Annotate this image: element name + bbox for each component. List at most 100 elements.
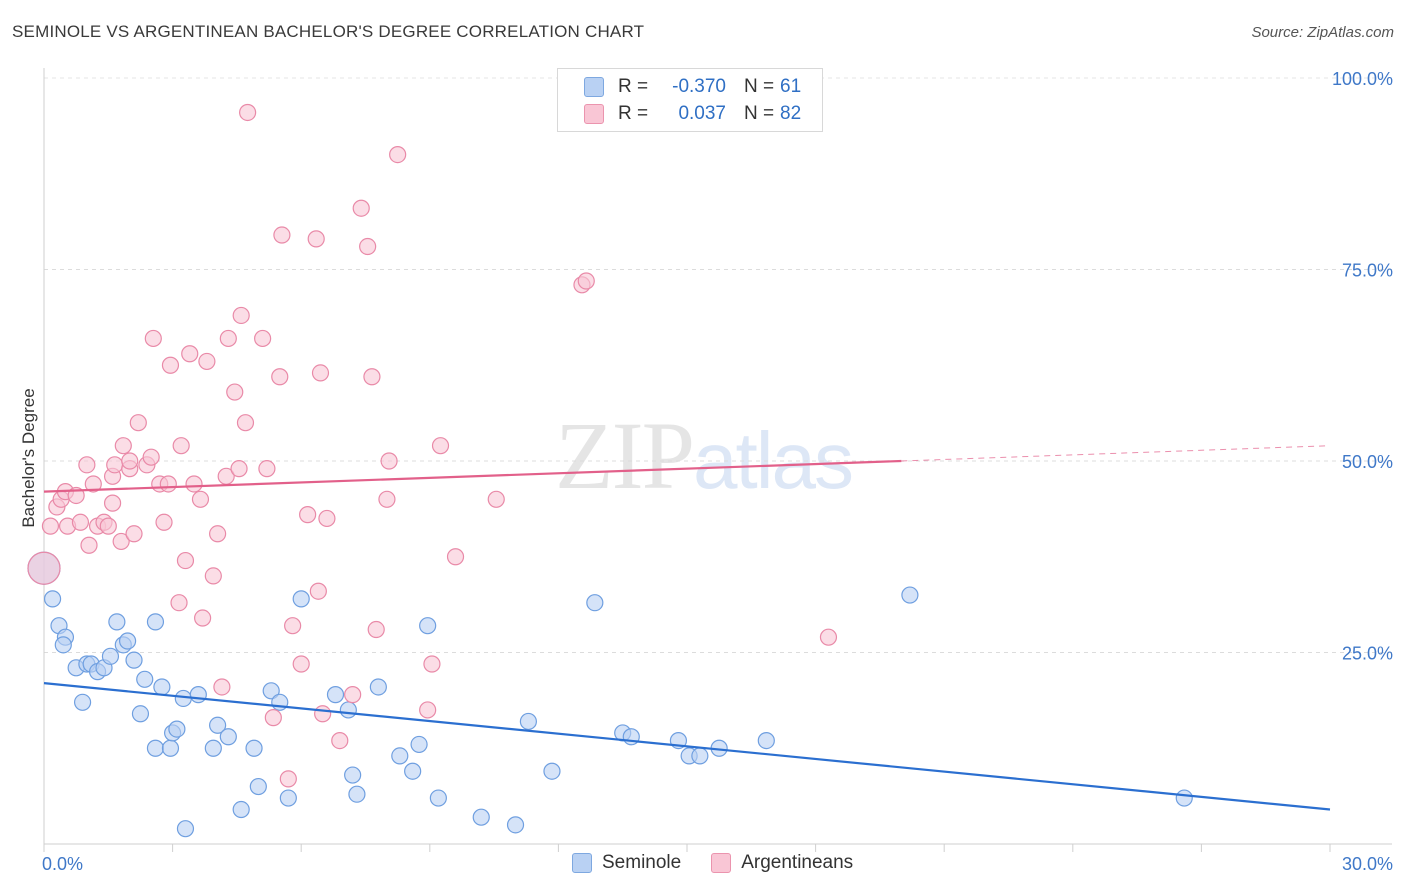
scatter-point-seminole: [691, 747, 709, 765]
scatter-point-argentineans: [446, 548, 465, 566]
legend-swatch-argentineans: [584, 104, 604, 124]
scatter-point-seminole: [245, 739, 263, 757]
scatter-point-seminole: [249, 777, 267, 796]
axis-labels: 25.0% 50.0% 75.0% 100.0% 0.0% 30.0% Bachelor's…: [19, 69, 1393, 874]
scatter-point-argentineans: [103, 494, 122, 512]
chart-source: Source: ZipAtlas.com: [1251, 24, 1394, 41]
scatter-point-argentineans: [213, 678, 231, 696]
scatter-point-seminole: [369, 678, 387, 696]
scatter-point-seminole: [543, 762, 561, 780]
scatter-point-argentineans: [378, 490, 396, 508]
scatter-point-seminole: [161, 739, 180, 757]
scatter-point-argentineans: [106, 456, 124, 474]
scatter-point-seminole: [410, 735, 428, 754]
scatter-point-seminole: [73, 693, 92, 711]
series-legend-argentineans[interactable]: Argentineans: [711, 852, 853, 874]
scatter-point-argentineans: [311, 364, 330, 382]
scatter-point-seminole: [586, 594, 604, 612]
scatter-point-seminole: [125, 651, 143, 669]
scatter-point-seminole: [101, 647, 120, 665]
watermark-zip: ZIP: [555, 402, 695, 509]
scatter-point-argentineans: [230, 460, 248, 478]
scatter-point-seminole: [146, 739, 165, 757]
scatter-point-seminole: [189, 686, 207, 704]
scatter-point-seminole: [232, 800, 250, 819]
scatter-point-seminole: [168, 720, 186, 738]
chart-title: SEMINOLE VS ARGENTINEAN BACHELOR'S DEGRE…: [12, 22, 645, 41]
scatter-point-argentineans: [239, 103, 257, 122]
grid-lines: [44, 77, 1392, 653]
scatter-point-argentineans: [264, 709, 282, 727]
trend-line-argentineans: [43, 459, 902, 493]
scatter-point-argentineans: [84, 475, 102, 493]
scatter-point-argentineans: [359, 237, 377, 256]
scatter-point-seminole: [153, 678, 171, 696]
scatter-point-argentineans: [121, 452, 139, 470]
series-swatch-argentineans: [711, 853, 732, 873]
legend-n-label: N =: [744, 103, 775, 124]
scatter-point-seminole: [43, 590, 62, 608]
scatter-point-argentineans: [170, 594, 188, 612]
scatter-point-argentineans: [155, 513, 173, 531]
scatter-point-argentineans: [99, 517, 117, 535]
scatter-point-argentineans: [279, 770, 297, 788]
scatter-point-argentineans: [226, 383, 244, 401]
scatter-point-argentineans: [204, 567, 222, 585]
x-tick-label-min: 0.0%: [42, 854, 83, 874]
scatter-point-argentineans: [258, 460, 276, 478]
scatter-point-argentineans: [78, 456, 96, 474]
trend-lines: [43, 445, 1331, 811]
scatter-point-argentineans: [161, 356, 180, 374]
scatter-point-argentineans: [114, 437, 132, 455]
series-swatch-seminole: [572, 853, 592, 873]
scatter-point-argentineans: [142, 448, 160, 466]
legend-r-label: R =: [618, 103, 649, 124]
scatter-point-argentineans: [181, 345, 199, 363]
scatter-point-argentineans: [314, 705, 332, 723]
scatter-point-seminole: [506, 816, 525, 834]
scatter-point-seminole: [204, 739, 222, 757]
scatter-point-argentineans: [380, 452, 398, 470]
legend-row-seminole: R = -0.370 N = 61: [584, 74, 801, 100]
scatter-point-argentineans: [232, 306, 250, 325]
scatter-point-seminole: [146, 613, 165, 631]
x-tick-label-max: 30.0%: [1342, 854, 1393, 874]
scatter-point-seminole: [472, 808, 490, 826]
scatter-point-argentineans: [299, 506, 317, 524]
scatter-point-seminole: [326, 686, 345, 704]
trend-line-argentineans-extrapolated: [901, 445, 1331, 462]
scatter-point-argentineans: [487, 490, 505, 508]
scatter-point-argentineans: [352, 199, 370, 217]
series-legend-seminole[interactable]: Seminole: [572, 852, 681, 874]
scatter-point-argentineans: [577, 272, 595, 290]
scatter-point-argentineans: [159, 475, 177, 493]
y-axis-label: Bachelor's Degree: [19, 388, 38, 527]
scatter-point-argentineans: [367, 620, 385, 639]
scatter-point-argentineans: [80, 536, 98, 554]
scatter-point-seminole: [404, 762, 422, 780]
scatter-point-argentineans: [27, 551, 61, 585]
correlation-legend: R = -0.370 N = 61 R = 0.037 N = 82: [557, 68, 823, 132]
scatter-point-argentineans: [41, 517, 60, 535]
scatter-point-seminole: [54, 636, 72, 654]
scatter-point-argentineans: [129, 414, 147, 432]
scatter-point-argentineans: [198, 352, 216, 371]
scatter-point-argentineans: [284, 617, 302, 635]
scatter-point-argentineans: [191, 490, 210, 508]
scatter-point-seminole: [279, 789, 297, 807]
scatter-point-seminole: [1175, 789, 1193, 807]
scatter-point-argentineans: [125, 525, 143, 543]
legend-r-label: R =: [618, 76, 649, 97]
scatter-point-argentineans: [819, 628, 838, 646]
scatter-point-seminole: [262, 682, 280, 700]
axes: [43, 68, 1392, 852]
scatter-point-argentineans: [194, 609, 212, 627]
scatter-point-argentineans: [271, 368, 289, 386]
legend-r-value: 0.037: [678, 103, 726, 124]
scatter-point-seminole: [118, 632, 137, 650]
scatter-point-argentineans: [144, 329, 162, 348]
series-legend: Seminole Argentineans: [572, 852, 883, 874]
trend-line-seminole: [43, 682, 1331, 811]
scatter-point-seminole: [219, 728, 237, 746]
